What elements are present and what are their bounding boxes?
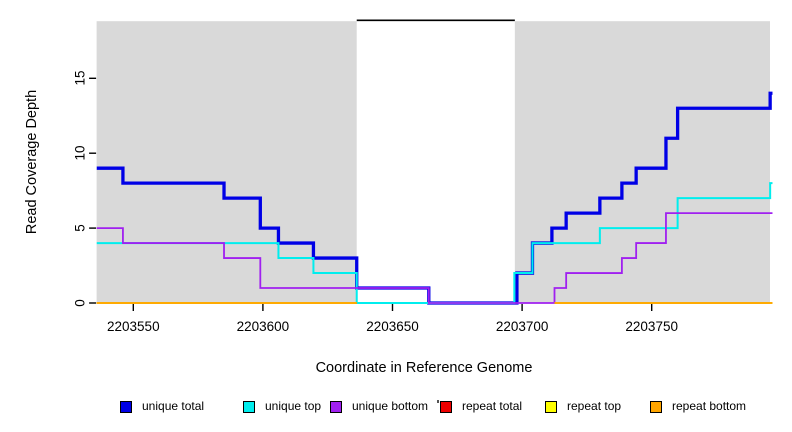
x-axis-tick-label: 2203750 — [625, 319, 678, 334]
highlight-band — [356, 21, 515, 303]
y-axis-title: Read Coverage Depth — [24, 89, 40, 235]
x-axis-title: Coordinate in Reference Genome — [315, 360, 533, 376]
y-axis-tick-label: 5 — [72, 224, 88, 232]
y-axis-tick-label: 0 — [72, 299, 88, 307]
x-axis-tick-label: 2203600 — [236, 319, 290, 334]
y-axis-tick-label: 10 — [72, 145, 88, 161]
x-axis-tick-label: 2203650 — [366, 319, 419, 334]
x-axis-tick-label: 2203700 — [495, 319, 549, 334]
series-line-unique-bottom — [96, 212, 773, 304]
artifact-dot — [437, 400, 439, 403]
y-axis-tick-label: 15 — [72, 70, 88, 86]
series-line-unique-top — [96, 182, 773, 304]
x-axis-tick-label: 2203550 — [107, 319, 160, 334]
